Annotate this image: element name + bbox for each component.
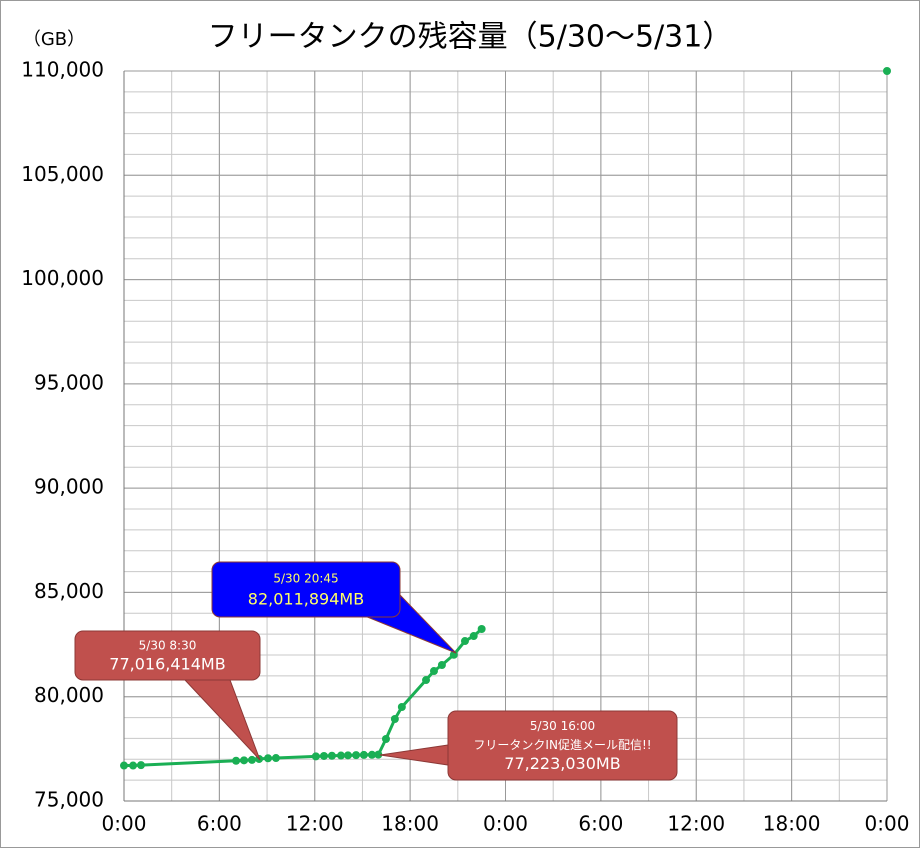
callout-text: 5/30 20:45 — [273, 571, 338, 585]
data-point — [477, 625, 486, 634]
y-tick-label: 90,000 — [34, 475, 104, 499]
data-point — [120, 761, 128, 770]
data-point — [390, 715, 399, 724]
y-tick-label: 85,000 — [34, 579, 104, 603]
x-tick-label: 6:00 — [197, 812, 242, 836]
data-point — [374, 750, 383, 759]
data-point — [327, 751, 336, 760]
data-point — [367, 750, 376, 759]
data-point — [883, 67, 891, 75]
data-point — [460, 637, 469, 646]
data-point — [271, 754, 280, 763]
data-point — [397, 702, 406, 711]
callout-text: 77,223,030MB — [504, 754, 620, 773]
callout-box — [211, 561, 401, 618]
data-point — [469, 632, 478, 641]
y-tick-label: 110,000 — [21, 58, 104, 82]
x-tick-label: 0:00 — [102, 812, 147, 836]
data-point — [129, 761, 138, 770]
chart-title: フリータンクの残容量（5/30～5/31） — [208, 20, 733, 55]
callout-box — [447, 710, 678, 781]
callout-box — [74, 630, 261, 681]
data-point — [343, 751, 352, 760]
y-tick-label: 95,000 — [34, 370, 104, 394]
data-point — [264, 754, 273, 763]
y-tick-label: 75,000 — [34, 788, 104, 812]
x-tick-label: 18:00 — [763, 812, 821, 836]
callout-text: 5/30 16:00 — [530, 719, 595, 733]
y-tick-label: 105,000 — [21, 162, 104, 186]
callout-text: 82,011,894MB — [248, 590, 364, 609]
x-tick-label: 0:00 — [865, 812, 910, 836]
data-point — [137, 761, 146, 770]
y-tick-label: 80,000 — [34, 683, 104, 707]
y-axis-unit: （GB） — [23, 29, 85, 50]
data-point — [311, 752, 320, 761]
y-tick-label: 100,000 — [21, 266, 104, 290]
data-point — [429, 667, 438, 676]
callout-text: フリータンクIN促進メール配信!! — [473, 738, 651, 752]
callout: 5/30 20:45 82,011,894MB — [211, 561, 457, 654]
x-tick-label: 0:00 — [483, 812, 528, 836]
data-point — [422, 676, 431, 685]
x-tick-label: 18:00 — [381, 812, 439, 836]
data-point — [240, 756, 249, 765]
data-point — [232, 756, 241, 765]
data-point — [352, 751, 361, 760]
callout: 5/30 16:00 フリータンクIN促進メール配信!! 77,223,030MB — [379, 710, 678, 781]
data-point — [359, 750, 368, 759]
data-point — [381, 735, 390, 744]
data-point — [336, 751, 345, 760]
x-tick-label: 12:00 — [286, 812, 344, 836]
callout-text: 77,016,414MB — [109, 654, 225, 673]
x-tick-label: 6:00 — [578, 812, 623, 836]
data-point — [437, 661, 446, 670]
callout-text: 5/30 8:30 — [139, 639, 197, 653]
data-point — [319, 751, 328, 760]
x-tick-label: 12:00 — [667, 812, 725, 836]
data-point — [247, 755, 256, 764]
